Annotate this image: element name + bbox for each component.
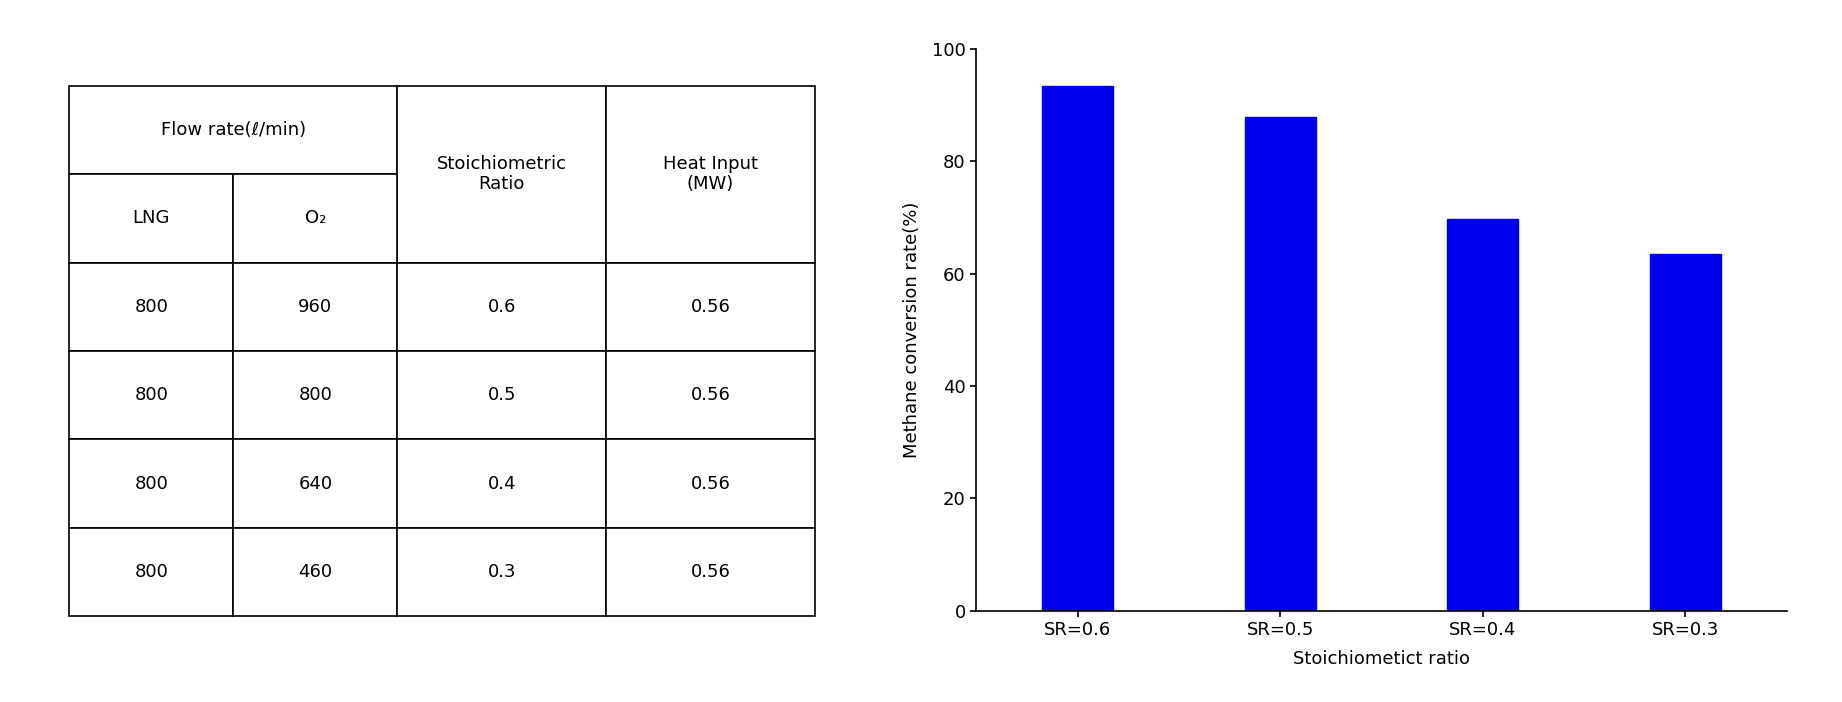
Bar [606, 439, 814, 528]
Bar [606, 86, 814, 263]
Text: 800: 800 [298, 386, 332, 404]
Bar [70, 86, 398, 174]
Y-axis label: Methane conversion rate(%): Methane conversion rate(%) [903, 201, 921, 458]
Bar [1650, 254, 1720, 611]
Bar [234, 351, 398, 439]
Text: 460: 460 [298, 563, 332, 581]
Bar [398, 263, 606, 351]
Bar [70, 263, 234, 351]
Text: 0.56: 0.56 [691, 298, 731, 316]
Bar [70, 439, 234, 528]
Text: 0.4: 0.4 [488, 475, 516, 493]
Bar [606, 263, 814, 351]
Text: 0.56: 0.56 [691, 563, 731, 581]
Text: Stoichiometric
Ratio: Stoichiometric Ratio [437, 154, 567, 194]
Text: 0.56: 0.56 [691, 386, 731, 404]
Bar [398, 351, 606, 439]
Text: Heat Input
(MW): Heat Input (MW) [663, 154, 759, 194]
Text: 960: 960 [298, 298, 332, 316]
Text: Flow rate(ℓ/min): Flow rate(ℓ/min) [160, 121, 306, 139]
Bar [234, 263, 398, 351]
Bar [398, 86, 606, 263]
Bar [1043, 86, 1113, 611]
Bar [234, 174, 398, 263]
Text: 640: 640 [298, 475, 332, 493]
Bar [398, 528, 606, 616]
Text: 800: 800 [134, 563, 168, 581]
Bar [70, 174, 234, 263]
Text: LNG: LNG [133, 209, 169, 227]
Text: 800: 800 [134, 475, 168, 493]
Text: 800: 800 [134, 386, 168, 404]
Text: 800: 800 [134, 298, 168, 316]
Bar [70, 528, 234, 616]
X-axis label: Stoichiometict ratio: Stoichiometict ratio [1293, 650, 1470, 668]
Bar [606, 351, 814, 439]
Bar [234, 528, 398, 616]
Text: 0.6: 0.6 [488, 298, 516, 316]
Bar [398, 439, 606, 528]
Text: 0.56: 0.56 [691, 475, 731, 493]
Bar [70, 351, 234, 439]
Bar [606, 528, 814, 616]
Bar [1448, 219, 1518, 611]
Bar [1245, 117, 1315, 611]
Text: O₂: O₂ [304, 209, 326, 227]
Text: 0.3: 0.3 [488, 563, 516, 581]
Bar [234, 439, 398, 528]
Text: 0.5: 0.5 [488, 386, 516, 404]
